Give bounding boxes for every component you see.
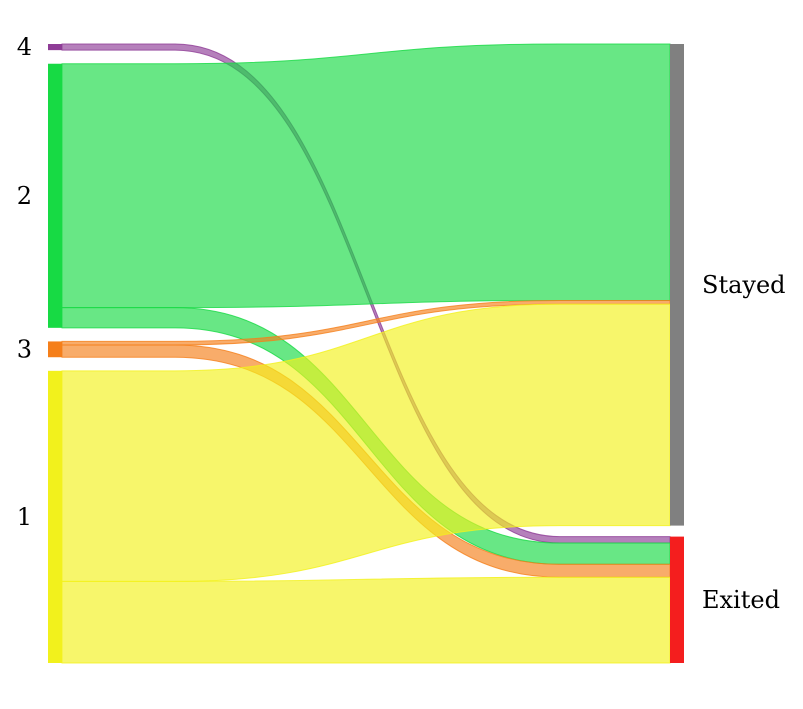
sankey-links	[61, 43, 671, 664]
node-label-exited: Exited	[702, 586, 780, 614]
link-1-to-exited	[61, 576, 671, 664]
node-4	[48, 44, 62, 51]
node-2	[48, 63, 62, 328]
node-label-3: 3	[17, 335, 32, 363]
node-label-1: 1	[17, 503, 32, 531]
sankey-nodes	[48, 44, 684, 663]
node-label-stayed: Stayed	[702, 271, 786, 299]
node-exited	[670, 536, 684, 663]
node-label-2: 2	[17, 182, 32, 210]
node-3	[48, 341, 62, 358]
node-stayed	[670, 44, 684, 526]
link-2-to-stayed	[61, 43, 671, 309]
sankey-labels: 4 2 3 1 Stayed Exited	[17, 33, 786, 614]
node-1	[48, 370, 62, 663]
node-label-4: 4	[17, 33, 32, 61]
